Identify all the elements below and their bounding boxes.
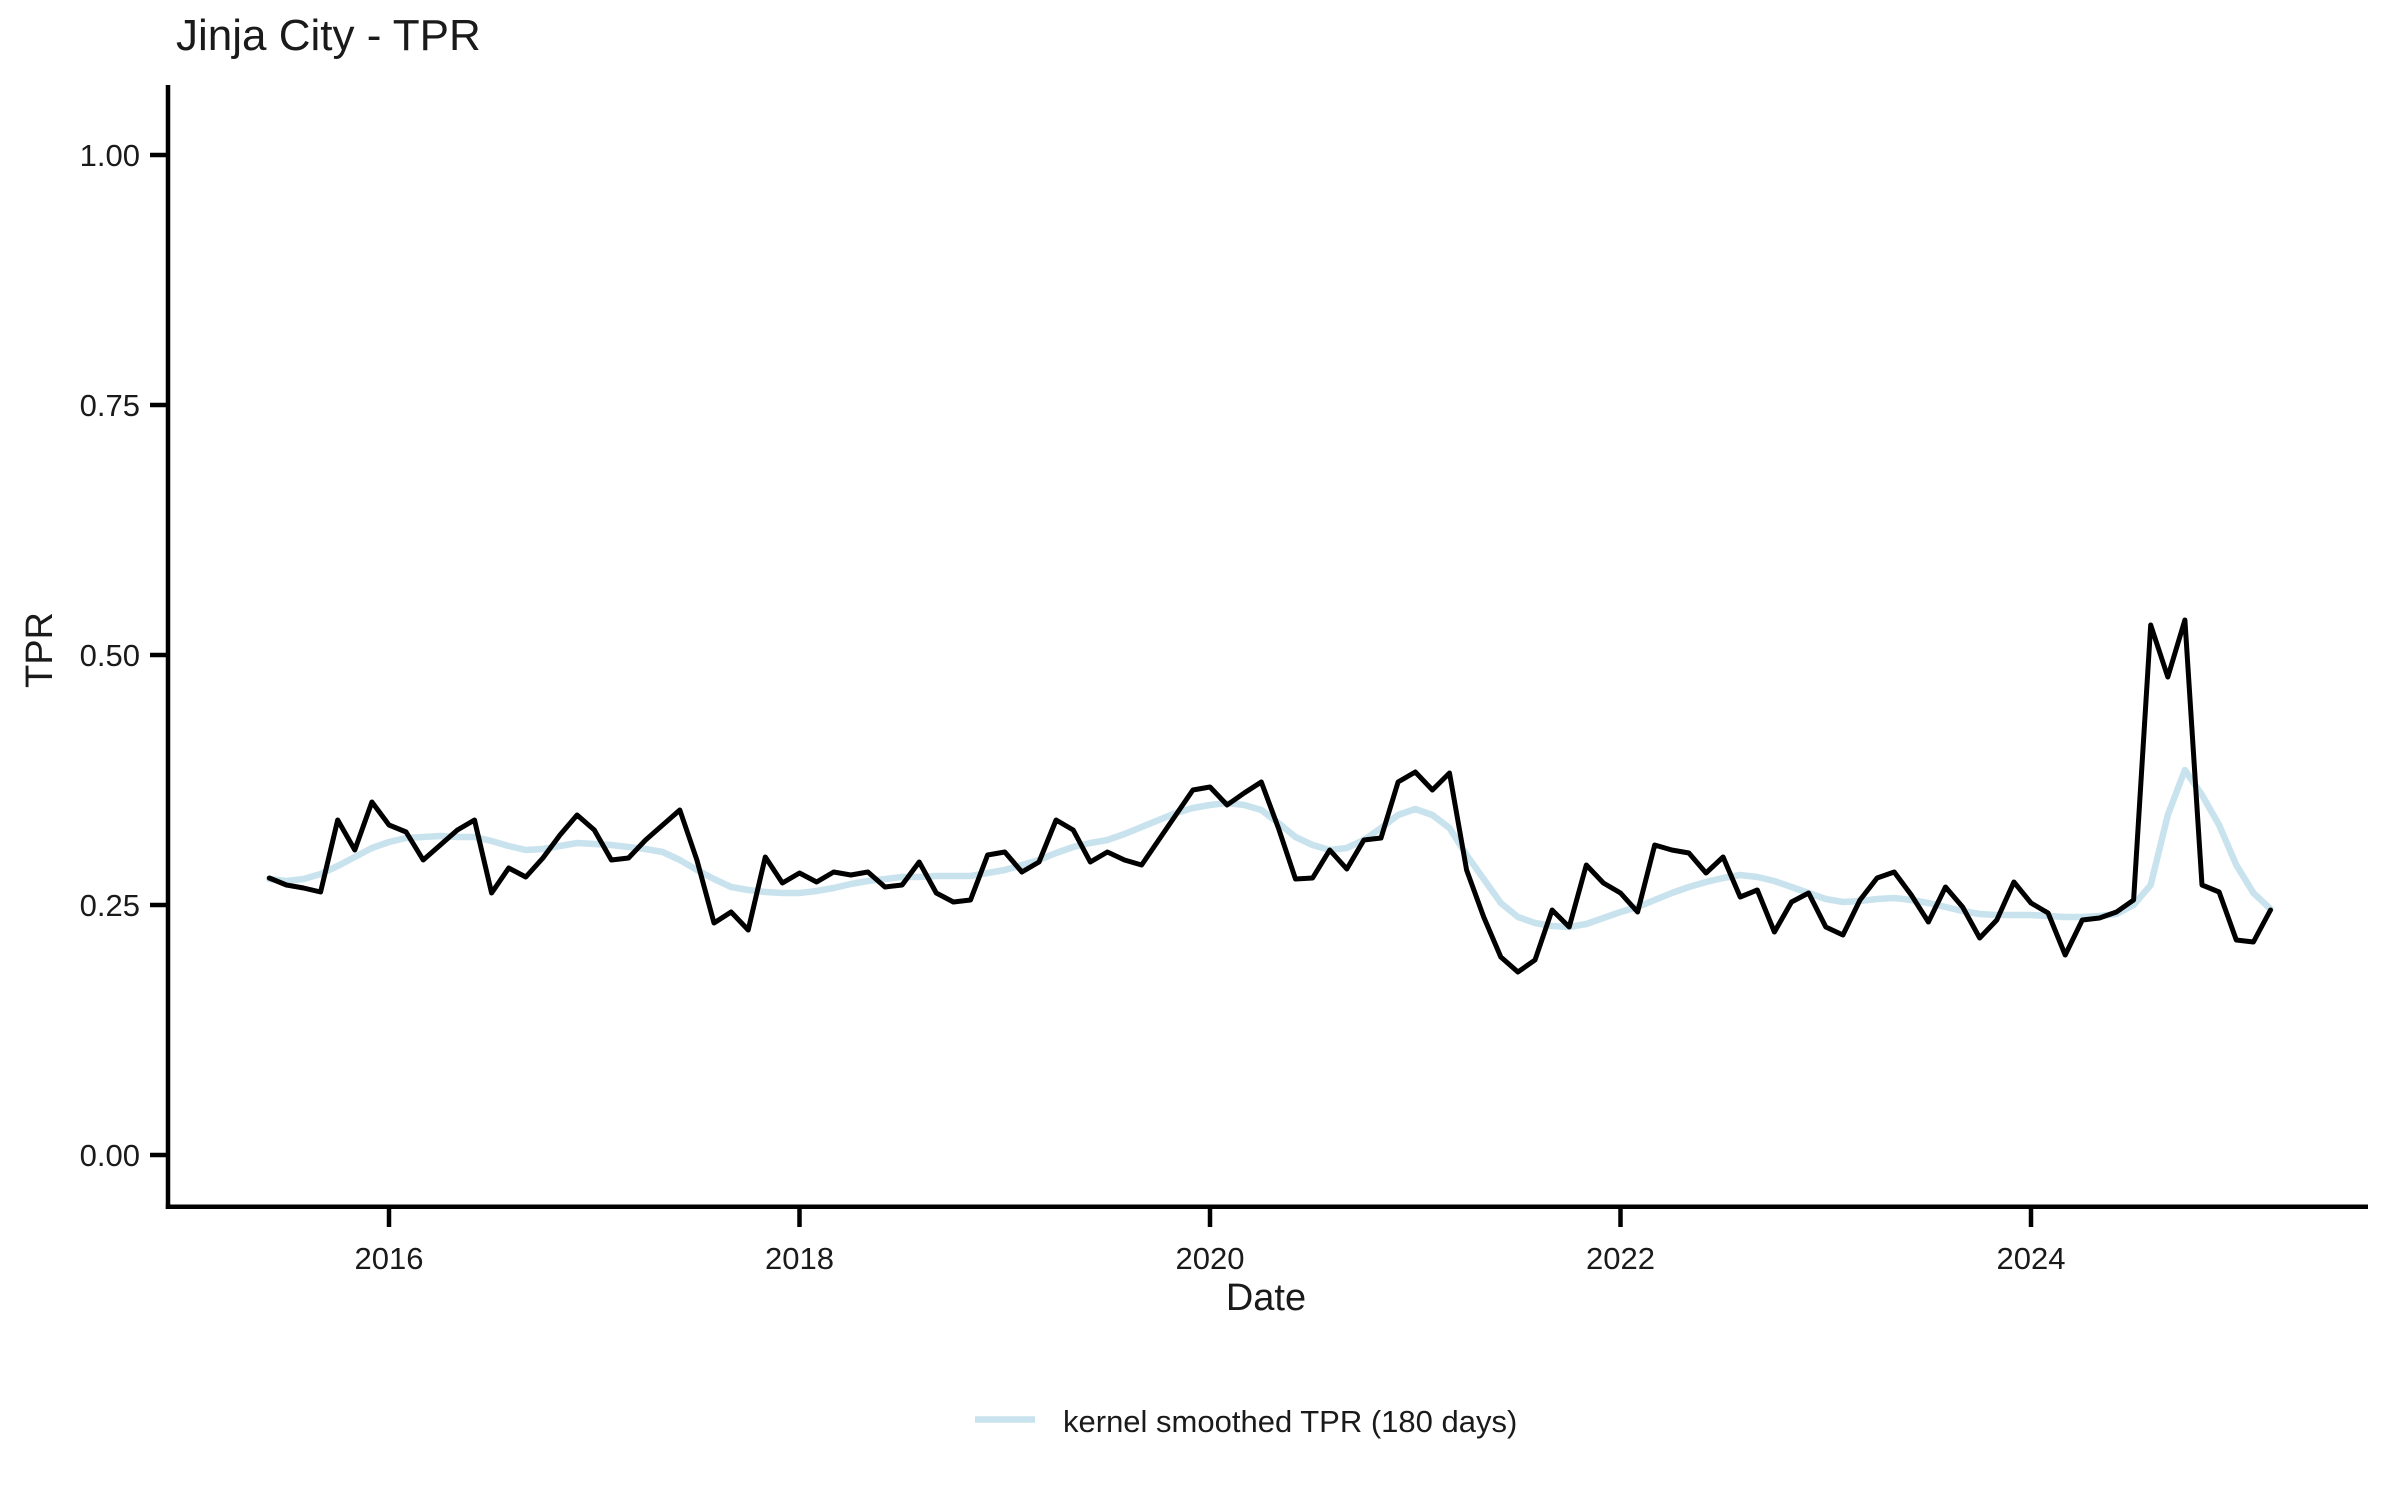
kernel-smoothed-tpr-line — [266, 766, 2274, 931]
y-tick-label: 0.50 — [80, 638, 140, 673]
x-tick-label: 2024 — [1997, 1241, 2066, 1276]
y-tick-label: 0.00 — [80, 1138, 140, 1173]
y-axis-ticks: 0.00 0.25 0.50 0.75 1.00 — [80, 138, 168, 1173]
y-tick-label: 0.25 — [80, 888, 140, 923]
y-tick-label: 1.00 — [80, 138, 140, 173]
chart-title: Jinja City - TPR — [176, 11, 481, 60]
x-tick-label: 2020 — [1176, 1241, 1245, 1276]
y-axis-label: TPR — [19, 612, 61, 688]
legend-label: kernel smoothed TPR (180 days) — [1063, 1404, 1517, 1439]
legend: kernel smoothed TPR (180 days) — [975, 1404, 1517, 1439]
x-axis-ticks: 2016 2018 2020 2022 2024 — [355, 1207, 2066, 1276]
y-tick-label: 0.75 — [80, 388, 140, 423]
x-tick-label: 2022 — [1586, 1241, 1655, 1276]
x-tick-label: 2018 — [765, 1241, 834, 1276]
x-axis-label: Date — [1226, 1277, 1306, 1319]
x-tick-label: 2016 — [355, 1241, 424, 1276]
tpr-line — [266, 617, 2273, 975]
